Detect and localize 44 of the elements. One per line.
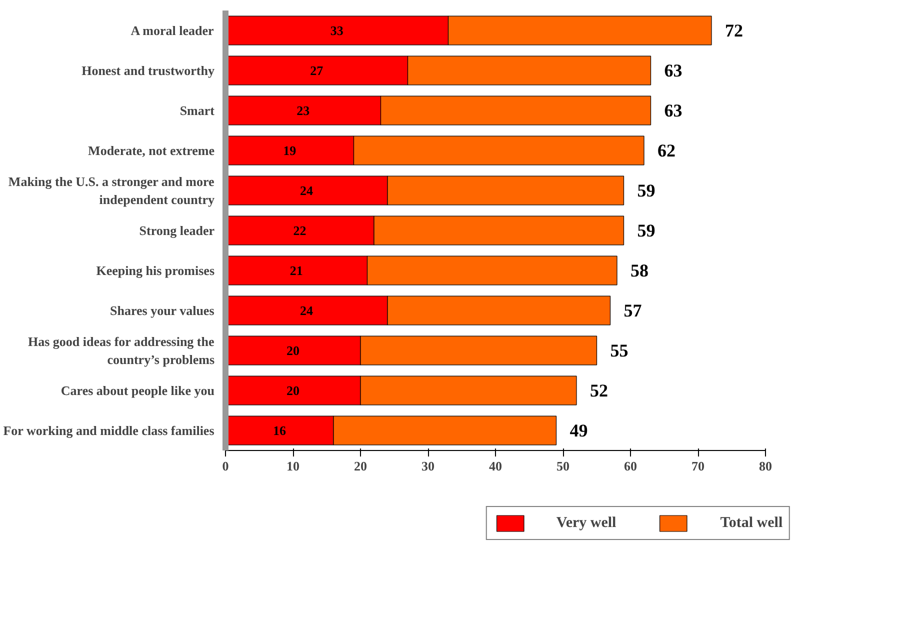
x-tick-label: 80 — [759, 458, 772, 474]
data-label: 27 — [310, 63, 324, 78]
x-tick-label: 30 — [422, 458, 434, 474]
total-label: 57 — [624, 300, 642, 320]
x-tick-label: 40 — [489, 458, 502, 474]
x-tick-label: 60 — [624, 458, 637, 474]
data-label: 23 — [296, 103, 310, 118]
y-tick-label: Strong leader — [139, 223, 215, 238]
y-tick-label: Honest and trustworthy — [82, 63, 215, 78]
y-tick-label: For working and middle class families — [3, 423, 214, 438]
x-tick-label: 10 — [286, 458, 300, 474]
total-label: 55 — [610, 340, 628, 360]
total-label: 59 — [637, 180, 656, 200]
y-tick-label: Smart — [180, 103, 216, 118]
data-label: 16 — [273, 423, 286, 438]
y-tick-label: Keeping his promises — [96, 263, 214, 278]
data-label: 21 — [290, 263, 303, 278]
y-tick-label: Has good ideas for addressing the country’s problems — [28, 334, 214, 367]
y-tick-label: Shares your values — [110, 303, 214, 318]
x-tick-label: 50 — [556, 458, 570, 474]
data-label: 24 — [300, 303, 314, 318]
y-tick-label: A moral leader — [130, 23, 214, 38]
total-label: 63 — [664, 100, 682, 120]
y-tick-label: Making the U.S. a stronger and more independent country — [8, 174, 215, 207]
total-label: 63 — [664, 60, 682, 80]
legend-label: Very well — [556, 514, 616, 532]
x-tick-label: 0 — [222, 458, 229, 474]
data-label: 20 — [286, 343, 300, 358]
data-label: 33 — [330, 23, 344, 38]
total-label: 62 — [658, 140, 676, 160]
total-label: 52 — [590, 380, 608, 400]
x-tick-label: 70 — [692, 458, 704, 474]
total-label: 49 — [570, 420, 588, 440]
y-tick-label: Cares about people like you — [60, 383, 214, 398]
data-label: 19 — [283, 143, 297, 158]
data-label: 22 — [293, 223, 306, 238]
y-tick-label: Moderate, not extreme — [88, 143, 215, 158]
data-label: 24 — [300, 183, 314, 198]
total-label: 59 — [637, 220, 656, 240]
total-label: 72 — [725, 20, 743, 40]
data-label: 20 — [286, 383, 300, 398]
total-label: 58 — [630, 260, 648, 280]
x-tick-label: 20 — [354, 458, 367, 474]
legend-label: Total well — [720, 514, 783, 532]
